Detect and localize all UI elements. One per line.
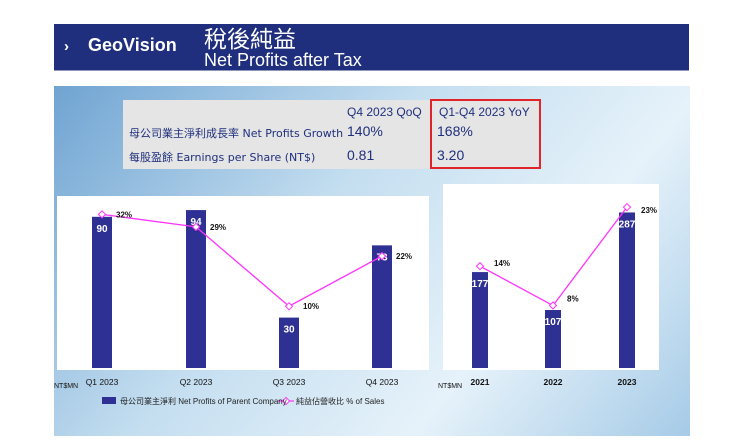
line-point xyxy=(377,251,387,261)
legend-swatches xyxy=(102,396,294,406)
bar-value-label: 177 xyxy=(472,279,489,290)
bar xyxy=(186,210,206,368)
x-tick-label: 2023 xyxy=(618,377,637,387)
kpi-header-qoq: Q4 2023 QoQ xyxy=(347,105,422,119)
percent-label: 22% xyxy=(396,252,412,261)
kpi-label-growth: 母公司業主淨利成長率 Net Profits Growth xyxy=(129,127,344,140)
page-title-zh: 稅後純益 xyxy=(204,27,296,53)
x-tick-label: Q1 2023 xyxy=(86,377,119,387)
sales-percent-line xyxy=(479,206,628,307)
line-point xyxy=(191,222,201,232)
brand-name: GeoVision xyxy=(88,35,177,55)
percent-label: 14% xyxy=(494,259,510,268)
line-point xyxy=(548,301,558,310)
legend-bar-swatch xyxy=(102,397,116,404)
percent-label: 23% xyxy=(641,206,657,215)
kpi-growth-yoy: 168% xyxy=(437,123,473,139)
line-point xyxy=(97,210,107,219)
percent-label: 32% xyxy=(116,210,132,219)
percent-label: 10% xyxy=(303,302,319,311)
unit-label: NT$MN xyxy=(438,383,462,390)
legend-bar-label: 母公司業主淨利 Net Profits of Parent Company xyxy=(120,397,287,406)
sales-percent-line xyxy=(101,213,383,308)
legend-line-marker xyxy=(281,396,291,406)
bar-value-label: 107 xyxy=(545,317,562,328)
kpi-header-yoy: Q1-Q4 2023 YoY xyxy=(439,105,530,119)
kpi-growth-qoq: 140% xyxy=(347,123,383,139)
kpi-label-eps: 每股盈餘 Earnings per Share (NT$) xyxy=(129,151,316,164)
chevron-icon: › xyxy=(64,38,69,55)
bar xyxy=(372,245,392,368)
bar-value-label: 94 xyxy=(190,217,202,228)
kpi-eps-yoy: 3.20 xyxy=(437,147,465,163)
line-point xyxy=(284,301,294,311)
percent-label: 8% xyxy=(567,295,579,304)
bar xyxy=(619,212,635,368)
bar xyxy=(545,310,561,368)
line-point xyxy=(475,261,485,271)
unit-label: NT$MN xyxy=(54,383,78,390)
bar-value-label: 30 xyxy=(283,325,295,336)
yoy-highlight-box xyxy=(430,99,541,169)
percent-label: 29% xyxy=(210,223,226,232)
x-tick-label: Q4 2023 xyxy=(366,377,399,387)
bar xyxy=(472,272,488,368)
annual-chart: 177 107 287 14% 8% 23% 2021 2022 2023 NT$MN xyxy=(438,202,657,390)
page-title-en: Net Profits after Tax xyxy=(204,50,362,70)
bar xyxy=(279,317,299,368)
x-tick-label: 2022 xyxy=(544,377,563,387)
line-point xyxy=(622,202,632,212)
quarterly-chart-area xyxy=(57,196,429,370)
legend-line-label: 純益佔營收比 % of Sales xyxy=(296,397,385,406)
header-divider xyxy=(54,70,689,71)
bar-value-label: 287 xyxy=(619,219,636,230)
x-tick-label: Q3 2023 xyxy=(273,377,306,387)
x-tick-label: Q2 2023 xyxy=(180,377,213,387)
kpi-eps-qoq: 0.81 xyxy=(347,147,375,163)
bar xyxy=(92,216,112,368)
x-tick-label: 2021 xyxy=(471,377,490,387)
kpi-table: Q4 2023 QoQ Q1-Q4 2023 YoY 母公司業主淨利成長率 Ne… xyxy=(123,100,541,169)
title-banner: › GeoVision 稅後純益 Net Profits after Tax xyxy=(54,24,689,70)
bar-value-label: 90 xyxy=(96,224,108,235)
